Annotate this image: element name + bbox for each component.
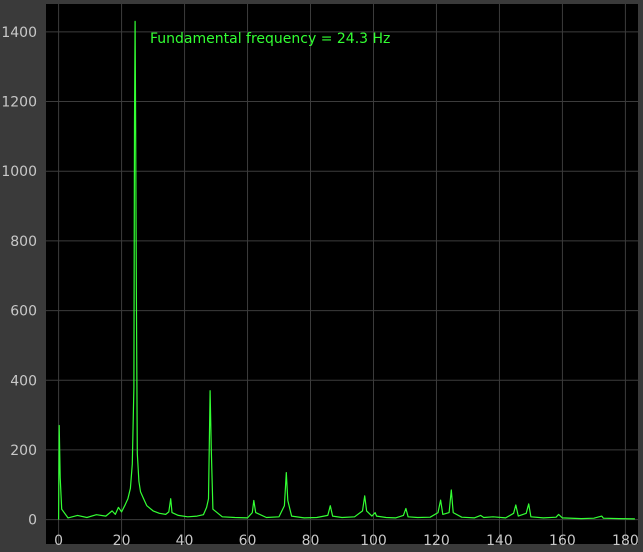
y-tick-label: 800 (10, 234, 37, 250)
y-tick-label: 1400 (1, 25, 37, 41)
plot-area (46, 4, 638, 544)
x-tick-label: 0 (54, 533, 63, 549)
x-tick-label: 120 (423, 533, 450, 549)
x-tick-label: 60 (239, 533, 257, 549)
spectrum-series-line (58, 20, 635, 520)
y-tick-label: 200 (10, 443, 37, 459)
x-tick-label: 160 (549, 533, 576, 549)
x-tick-label: 140 (486, 533, 513, 549)
x-tick-label: 20 (113, 533, 131, 549)
x-tick-label: 100 (360, 533, 387, 549)
y-tick-label: 0 (28, 513, 37, 529)
x-tick-label: 180 (612, 533, 639, 549)
x-tick-label: 80 (302, 533, 320, 549)
fundamental-frequency-annotation: Fundamental frequency = 24.3 Hz (150, 31, 390, 47)
y-tick-label: 600 (10, 304, 37, 320)
y-tick-label: 1200 (1, 95, 37, 111)
grid-lines (46, 4, 638, 544)
tick-labels: 0 20 40 60 80 100 120 140 160 180 0 200 400 600 800 100… (1, 25, 638, 549)
x-tick-label: 40 (176, 533, 194, 549)
y-tick-label: 1000 (1, 164, 37, 180)
y-tick-label: 400 (10, 373, 37, 389)
